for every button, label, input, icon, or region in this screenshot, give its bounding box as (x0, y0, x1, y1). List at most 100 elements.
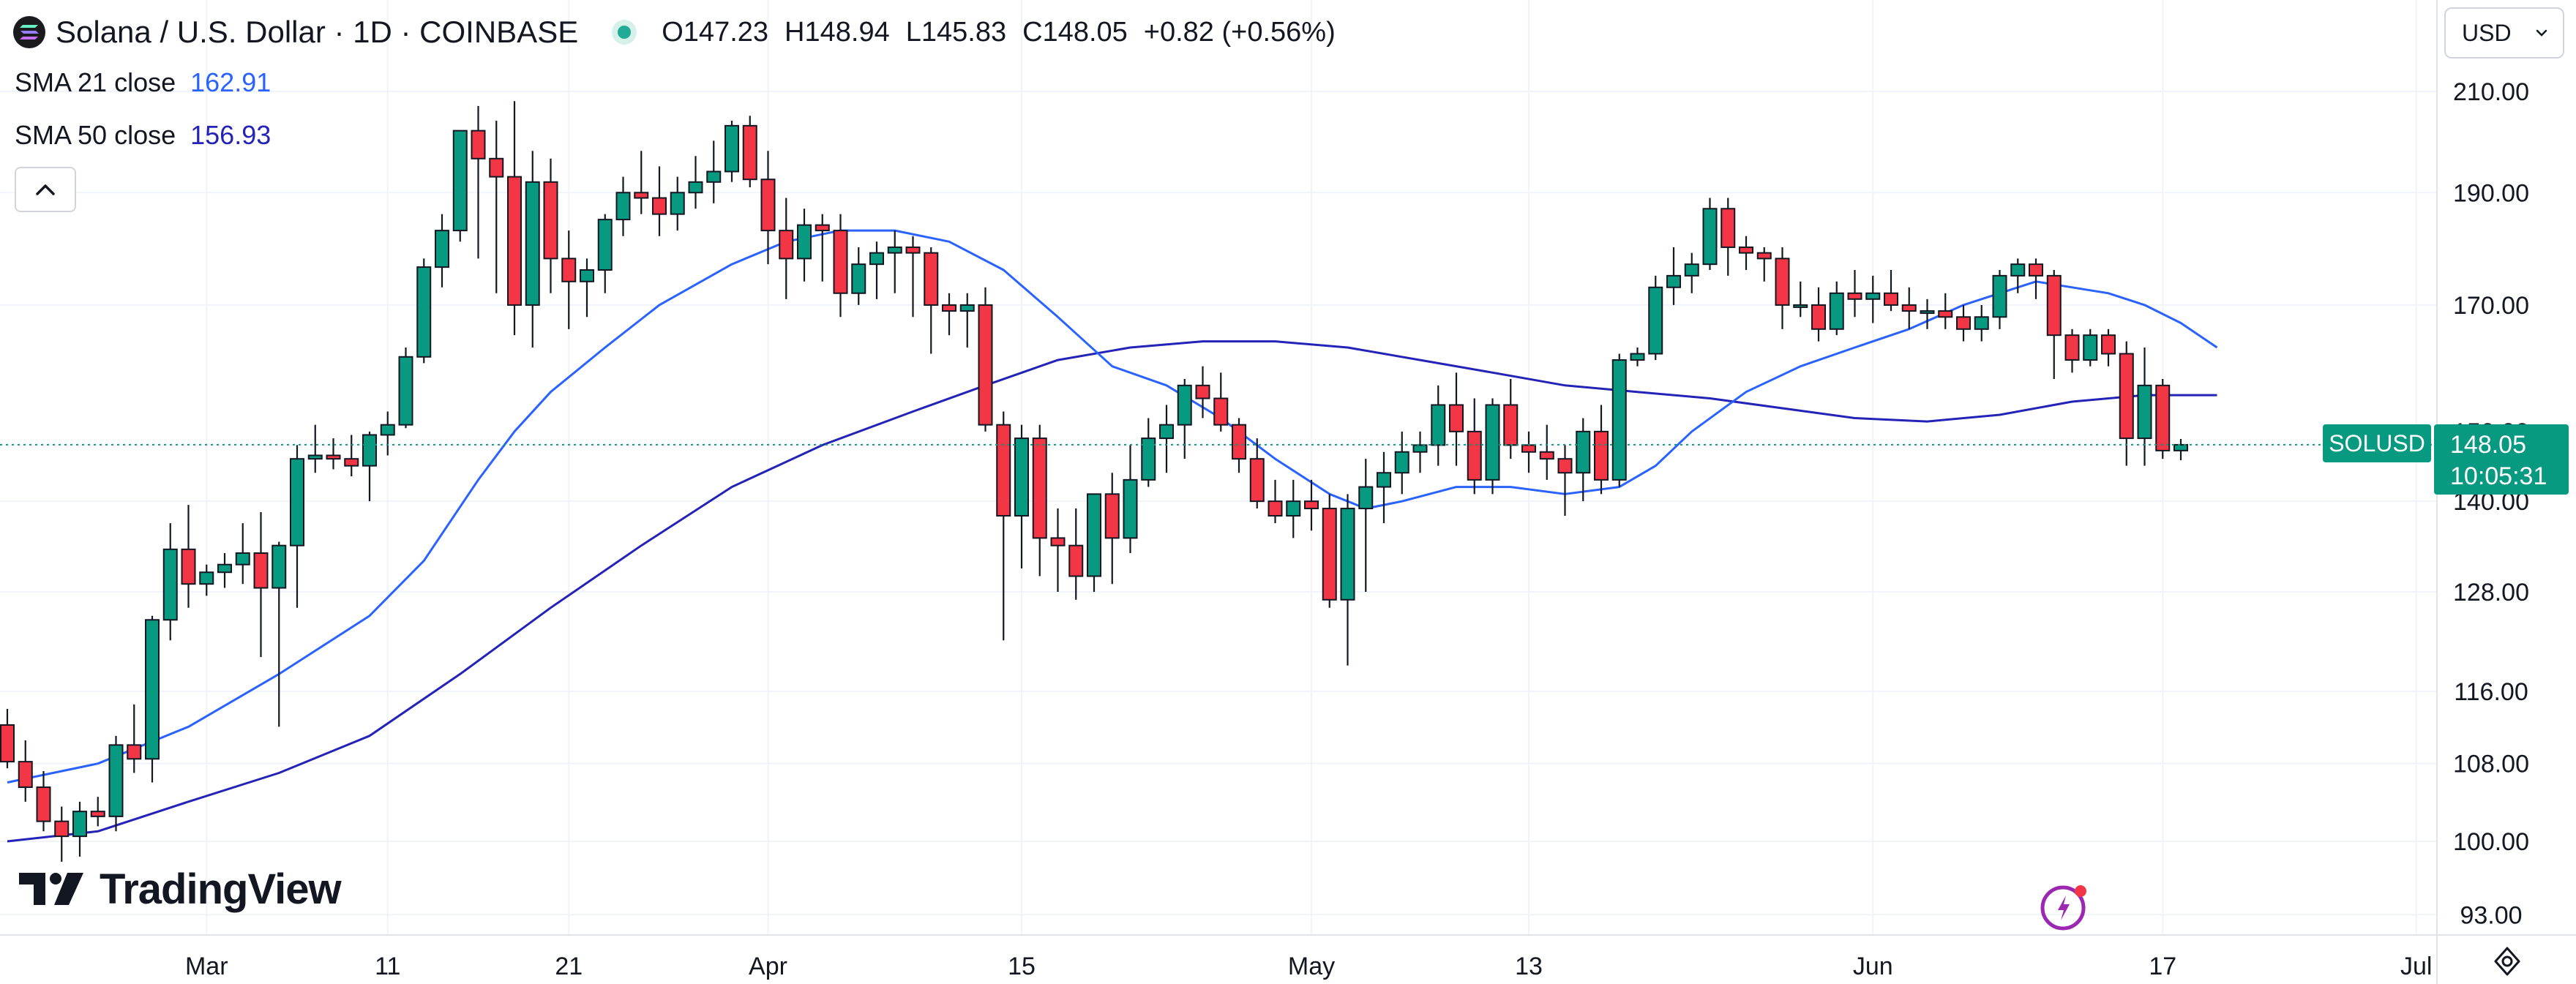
candle (489, 121, 504, 293)
candle-body (1485, 404, 1500, 481)
candle-body (1811, 304, 1826, 330)
sma-21-line (7, 229, 2218, 784)
candle-body (507, 176, 522, 306)
symbol-title[interactable]: Solana / U.S. Dollar · 1D · COINBASE (56, 15, 579, 49)
candle-body (670, 192, 685, 215)
candle (2083, 328, 2098, 367)
candle-body (1576, 430, 1591, 474)
candle-body (344, 458, 359, 467)
candle-body (1503, 404, 1519, 446)
candle (344, 435, 359, 477)
candle-body (108, 744, 124, 817)
candle (1992, 270, 2007, 329)
tradingview-logo-icon (19, 873, 83, 905)
chart-settings-icon[interactable] (2490, 944, 2525, 979)
time-axis[interactable]: Mar 11 21 Apr 15 May 13 Jun 17 Jul (0, 934, 2576, 980)
candle (1721, 198, 1736, 276)
x-tick-label: May (1288, 953, 1335, 980)
candle (1304, 479, 1319, 531)
sma-50-line (7, 340, 2217, 843)
candle-body (833, 230, 848, 294)
candle (416, 258, 432, 364)
candle-body (2119, 353, 2134, 440)
candle-body (1865, 292, 1881, 300)
candle-body (90, 811, 105, 817)
candle (1449, 372, 1464, 466)
candle (652, 166, 667, 236)
candle-body (18, 761, 33, 789)
candle (1213, 372, 1229, 432)
candle-body (597, 219, 613, 271)
candle-body (1775, 258, 1790, 306)
candle (1901, 287, 1917, 329)
flash-alert-icon[interactable] (2039, 881, 2090, 932)
candle-body (2155, 384, 2171, 451)
price-axis[interactable]: 93.00100.00108.00116.00128.00140.00170.0… (2436, 0, 2529, 984)
candle-body (290, 458, 304, 547)
y-tick-label: 190.00 (2453, 179, 2529, 207)
candle-body (1087, 493, 1101, 577)
candle-body (1956, 316, 1971, 330)
candle-body (307, 454, 323, 460)
candle (1884, 270, 1898, 312)
chevron-down-icon (2536, 29, 2547, 37)
y-tick-label: 100.00 (2453, 828, 2529, 856)
candle-body (181, 548, 196, 585)
candle-body (452, 129, 468, 232)
candle-body (1032, 437, 1047, 539)
candle (435, 214, 449, 288)
candle-body (199, 571, 214, 585)
candle-body (1412, 444, 1428, 453)
candle-body (1358, 486, 1374, 510)
candle (615, 176, 631, 236)
candle (1431, 385, 1446, 466)
candle-body (869, 252, 884, 266)
candle-body (1068, 544, 1084, 577)
candle (1340, 494, 1355, 666)
candle (1394, 431, 1409, 495)
candle-body (580, 269, 594, 282)
high-value: 148.94 (804, 16, 890, 48)
candle (326, 438, 341, 470)
candle-body (942, 304, 956, 312)
indicator-label: SMA 50 close (15, 120, 176, 150)
candle-body (1739, 246, 1753, 254)
candle-body (706, 170, 722, 183)
candle-body (1992, 274, 2007, 318)
candle-body (615, 192, 631, 221)
candle-body (217, 563, 232, 574)
candle-body (1901, 304, 1917, 312)
high-label: H (785, 16, 805, 48)
candle-body (1594, 430, 1609, 481)
candle (0, 708, 15, 769)
candle (1974, 304, 1989, 342)
candle-body (1974, 316, 1989, 330)
ohlc-values: O147.23 H148.94 L145.83 C148.05 +0.82 (+… (662, 17, 1336, 48)
currency-select[interactable]: USD (2444, 7, 2564, 59)
indicator-sma-50[interactable]: SMA 50 close 156.93 (15, 120, 271, 151)
candle (380, 411, 395, 456)
candle (724, 121, 739, 182)
indicator-sma-21[interactable]: SMA 21 close 162.91 (15, 67, 271, 98)
currency-value: USD (2462, 19, 2512, 46)
candle-body (2010, 263, 2026, 277)
candle (1811, 287, 1826, 342)
candle-body (724, 124, 739, 173)
candle-body (815, 224, 830, 232)
candle-body (72, 811, 87, 838)
candle (1684, 252, 1699, 293)
candle (235, 523, 250, 585)
tradingview-logo[interactable]: TradingView (19, 863, 342, 914)
candle-body (887, 246, 902, 254)
candle (2010, 258, 2026, 293)
candle (108, 735, 124, 832)
candle-body (1721, 208, 1736, 248)
candle (797, 209, 812, 282)
collapse-indicators-button[interactable] (15, 167, 76, 212)
symbol-tag-bg (2323, 424, 2431, 462)
low-label: L (905, 16, 921, 48)
candle (1123, 445, 1138, 554)
candle-body (1340, 508, 1355, 601)
candle (217, 553, 232, 588)
